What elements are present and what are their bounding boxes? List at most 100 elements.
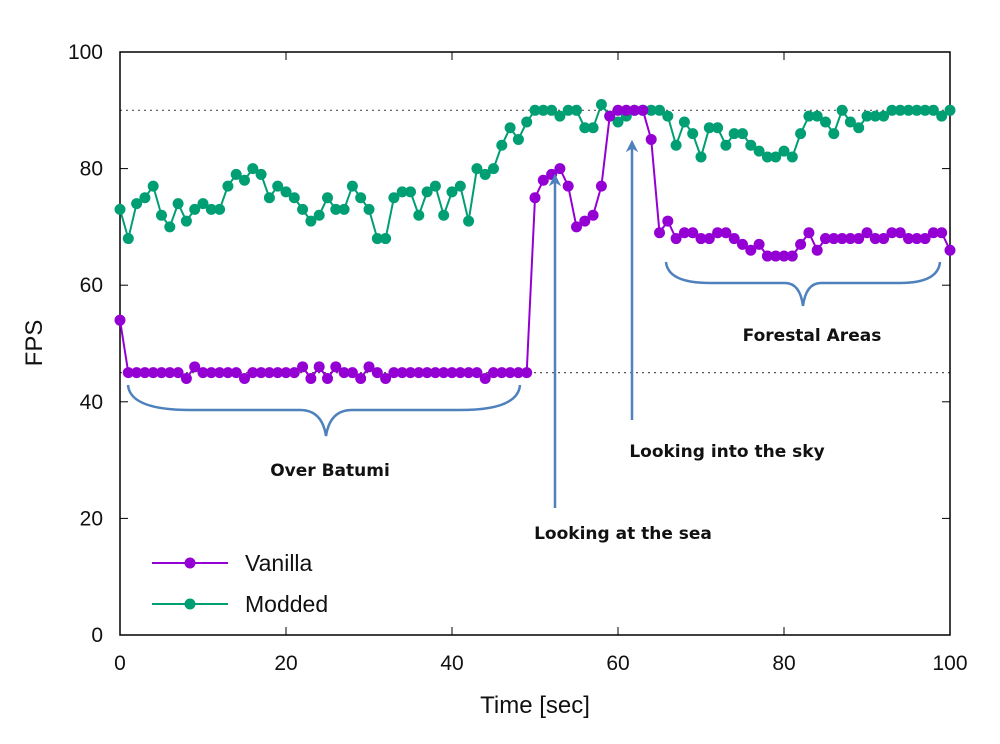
data-point-modded bbox=[654, 104, 665, 116]
data-point-vanilla bbox=[164, 367, 176, 379]
data-point-vanilla bbox=[471, 367, 483, 379]
series-modded bbox=[114, 98, 956, 245]
data-point-vanilla bbox=[496, 367, 508, 379]
data-point-modded bbox=[114, 203, 126, 215]
data-point-vanilla bbox=[280, 367, 292, 379]
data-point-vanilla bbox=[844, 233, 856, 245]
data-point-vanilla bbox=[795, 238, 807, 250]
data-point-vanilla bbox=[479, 372, 491, 384]
data-point-vanilla bbox=[903, 233, 914, 245]
x-tick-label: 40 bbox=[440, 652, 463, 675]
brace-forestal-areas bbox=[664, 261, 942, 307]
data-point-vanilla bbox=[172, 367, 184, 379]
data-point-vanilla bbox=[554, 163, 566, 175]
data-point-modded bbox=[903, 104, 914, 116]
data-point-modded bbox=[496, 139, 508, 151]
y-axis-label: FPS bbox=[21, 320, 48, 367]
annotation-forestal-areas: Forestal Areas bbox=[743, 326, 882, 346]
data-point-modded bbox=[446, 186, 458, 198]
data-point-modded bbox=[737, 128, 748, 140]
data-point-vanilla bbox=[587, 209, 599, 221]
data-point-modded bbox=[363, 203, 375, 215]
data-point-vanilla bbox=[214, 367, 226, 379]
data-point-vanilla bbox=[869, 233, 881, 245]
y-tick-label: 100 bbox=[68, 41, 103, 64]
data-point-vanilla bbox=[620, 104, 632, 116]
data-point-vanilla bbox=[322, 372, 333, 384]
legend: Vanilla Modded bbox=[152, 550, 328, 617]
data-point-modded bbox=[488, 163, 499, 175]
data-point-vanilla bbox=[670, 233, 682, 245]
data-point-modded bbox=[853, 122, 865, 134]
data-point-vanilla bbox=[703, 233, 715, 245]
data-point-vanilla bbox=[156, 367, 167, 379]
data-point-vanilla bbox=[297, 361, 309, 373]
data-point-modded bbox=[322, 192, 333, 204]
data-point-vanilla bbox=[595, 180, 607, 192]
y-tick-label: 0 bbox=[91, 624, 103, 647]
data-point-vanilla bbox=[413, 367, 425, 379]
data-point-modded bbox=[803, 110, 815, 122]
data-point-modded bbox=[861, 110, 873, 122]
data-point-modded bbox=[546, 104, 558, 116]
data-point-modded bbox=[396, 186, 408, 198]
data-point-modded bbox=[180, 215, 192, 227]
data-point-modded bbox=[429, 180, 441, 192]
data-point-modded bbox=[122, 233, 134, 245]
data-point-vanilla bbox=[255, 367, 267, 379]
data-point-vanilla bbox=[861, 227, 873, 239]
data-point-modded bbox=[886, 104, 898, 116]
data-point-vanilla bbox=[678, 227, 690, 239]
data-point-vanilla bbox=[562, 180, 574, 192]
data-point-modded bbox=[305, 215, 317, 227]
data-point-vanilla bbox=[637, 104, 649, 116]
data-point-modded bbox=[214, 203, 226, 215]
data-point-vanilla bbox=[288, 367, 300, 379]
data-point-vanilla bbox=[313, 361, 325, 373]
data-point-vanilla bbox=[737, 238, 748, 250]
data-point-vanilla bbox=[338, 367, 350, 379]
data-point-vanilla bbox=[371, 367, 383, 379]
data-point-modded bbox=[454, 180, 466, 192]
data-point-modded bbox=[844, 116, 856, 128]
data-point-vanilla bbox=[662, 215, 674, 227]
data-point-modded bbox=[239, 174, 250, 186]
data-point-modded bbox=[778, 145, 790, 157]
data-point-modded bbox=[894, 104, 906, 116]
x-tick-label: 0 bbox=[114, 652, 126, 675]
data-point-vanilla bbox=[695, 233, 707, 245]
data-point-modded bbox=[662, 110, 674, 122]
data-point-vanilla bbox=[346, 367, 358, 379]
data-point-vanilla bbox=[521, 367, 533, 379]
data-point-modded bbox=[346, 180, 358, 192]
data-point-modded bbox=[280, 186, 292, 198]
data-point-modded bbox=[687, 128, 699, 140]
data-point-vanilla bbox=[272, 367, 284, 379]
plot-frame bbox=[119, 51, 951, 636]
y-tick-label: 40 bbox=[80, 391, 103, 414]
data-point-modded bbox=[147, 180, 159, 192]
data-point-modded bbox=[703, 122, 715, 134]
data-point-vanilla bbox=[919, 233, 931, 245]
data-point-vanilla bbox=[247, 367, 259, 379]
data-point-modded bbox=[139, 192, 151, 204]
data-point-modded bbox=[131, 198, 143, 210]
data-point-vanilla bbox=[687, 227, 699, 239]
data-point-modded bbox=[255, 168, 267, 180]
data-point-vanilla bbox=[853, 233, 865, 245]
data-point-vanilla bbox=[828, 233, 840, 245]
data-point-modded bbox=[820, 116, 831, 128]
data-point-modded bbox=[230, 168, 242, 180]
data-point-vanilla bbox=[263, 367, 275, 379]
data-point-modded bbox=[944, 104, 956, 116]
data-point-vanilla bbox=[330, 361, 342, 373]
data-point-modded bbox=[720, 139, 732, 151]
data-point-modded bbox=[272, 180, 284, 192]
y-tick-label: 60 bbox=[80, 274, 103, 297]
data-point-modded bbox=[828, 128, 840, 140]
data-point-vanilla bbox=[429, 367, 441, 379]
data-point-modded bbox=[529, 104, 541, 116]
data-point-vanilla bbox=[305, 372, 317, 384]
data-point-vanilla bbox=[786, 250, 798, 262]
